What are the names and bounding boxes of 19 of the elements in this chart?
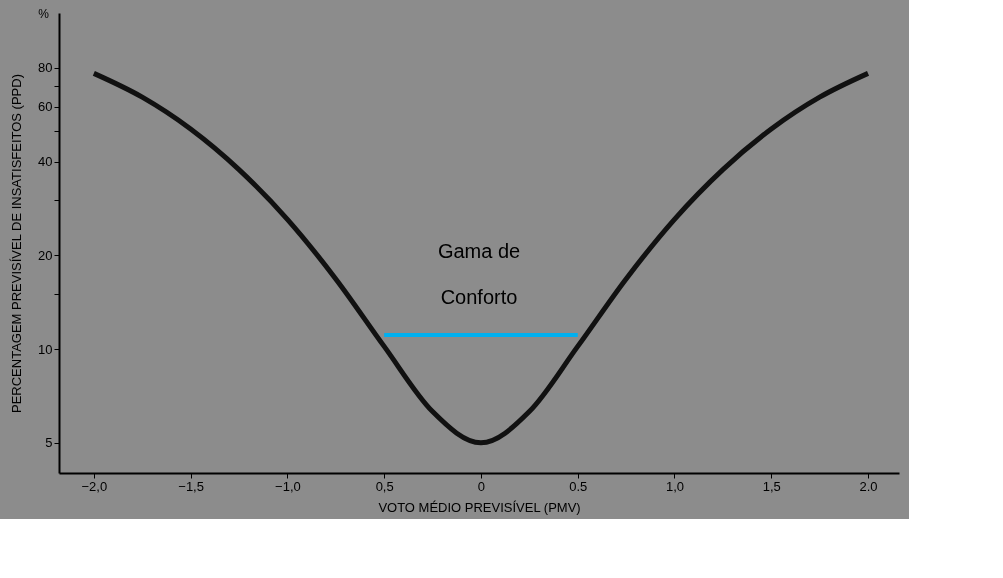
text: %: [38, 7, 50, 21]
x-tick-label: 0: [477, 478, 486, 494]
y-axis-title: PERCENTAGEM PREVISÍVEL DE INSATISFEITOS (PPD): [9, 73, 25, 414]
x-tick-label: −1,5: [178, 478, 204, 494]
y-tick-label: 10: [38, 341, 53, 357]
x-tick-label: −2,0: [81, 478, 108, 494]
x-tick-label: 1,5: [762, 478, 781, 494]
y-tick-label: 5: [45, 435, 53, 451]
y-tick-label: 40: [38, 154, 53, 170]
y-tick-label: 60: [38, 99, 53, 115]
y-tick-label: 20: [38, 247, 53, 263]
x-tick-label: −1,0: [275, 478, 301, 494]
y-tick-label: 80: [38, 60, 53, 76]
x-tick-label: 1,0: [665, 478, 685, 494]
text: Gama de Conforto: [437, 240, 521, 309]
x-tick-label: 2.0: [859, 478, 878, 494]
x-tick-label: 0,5: [375, 478, 394, 494]
x-tick-label: 0.5: [569, 478, 588, 494]
x-axis-title: VOTO MÉDIO PREVISÍVEL (PMV): [378, 499, 581, 515]
